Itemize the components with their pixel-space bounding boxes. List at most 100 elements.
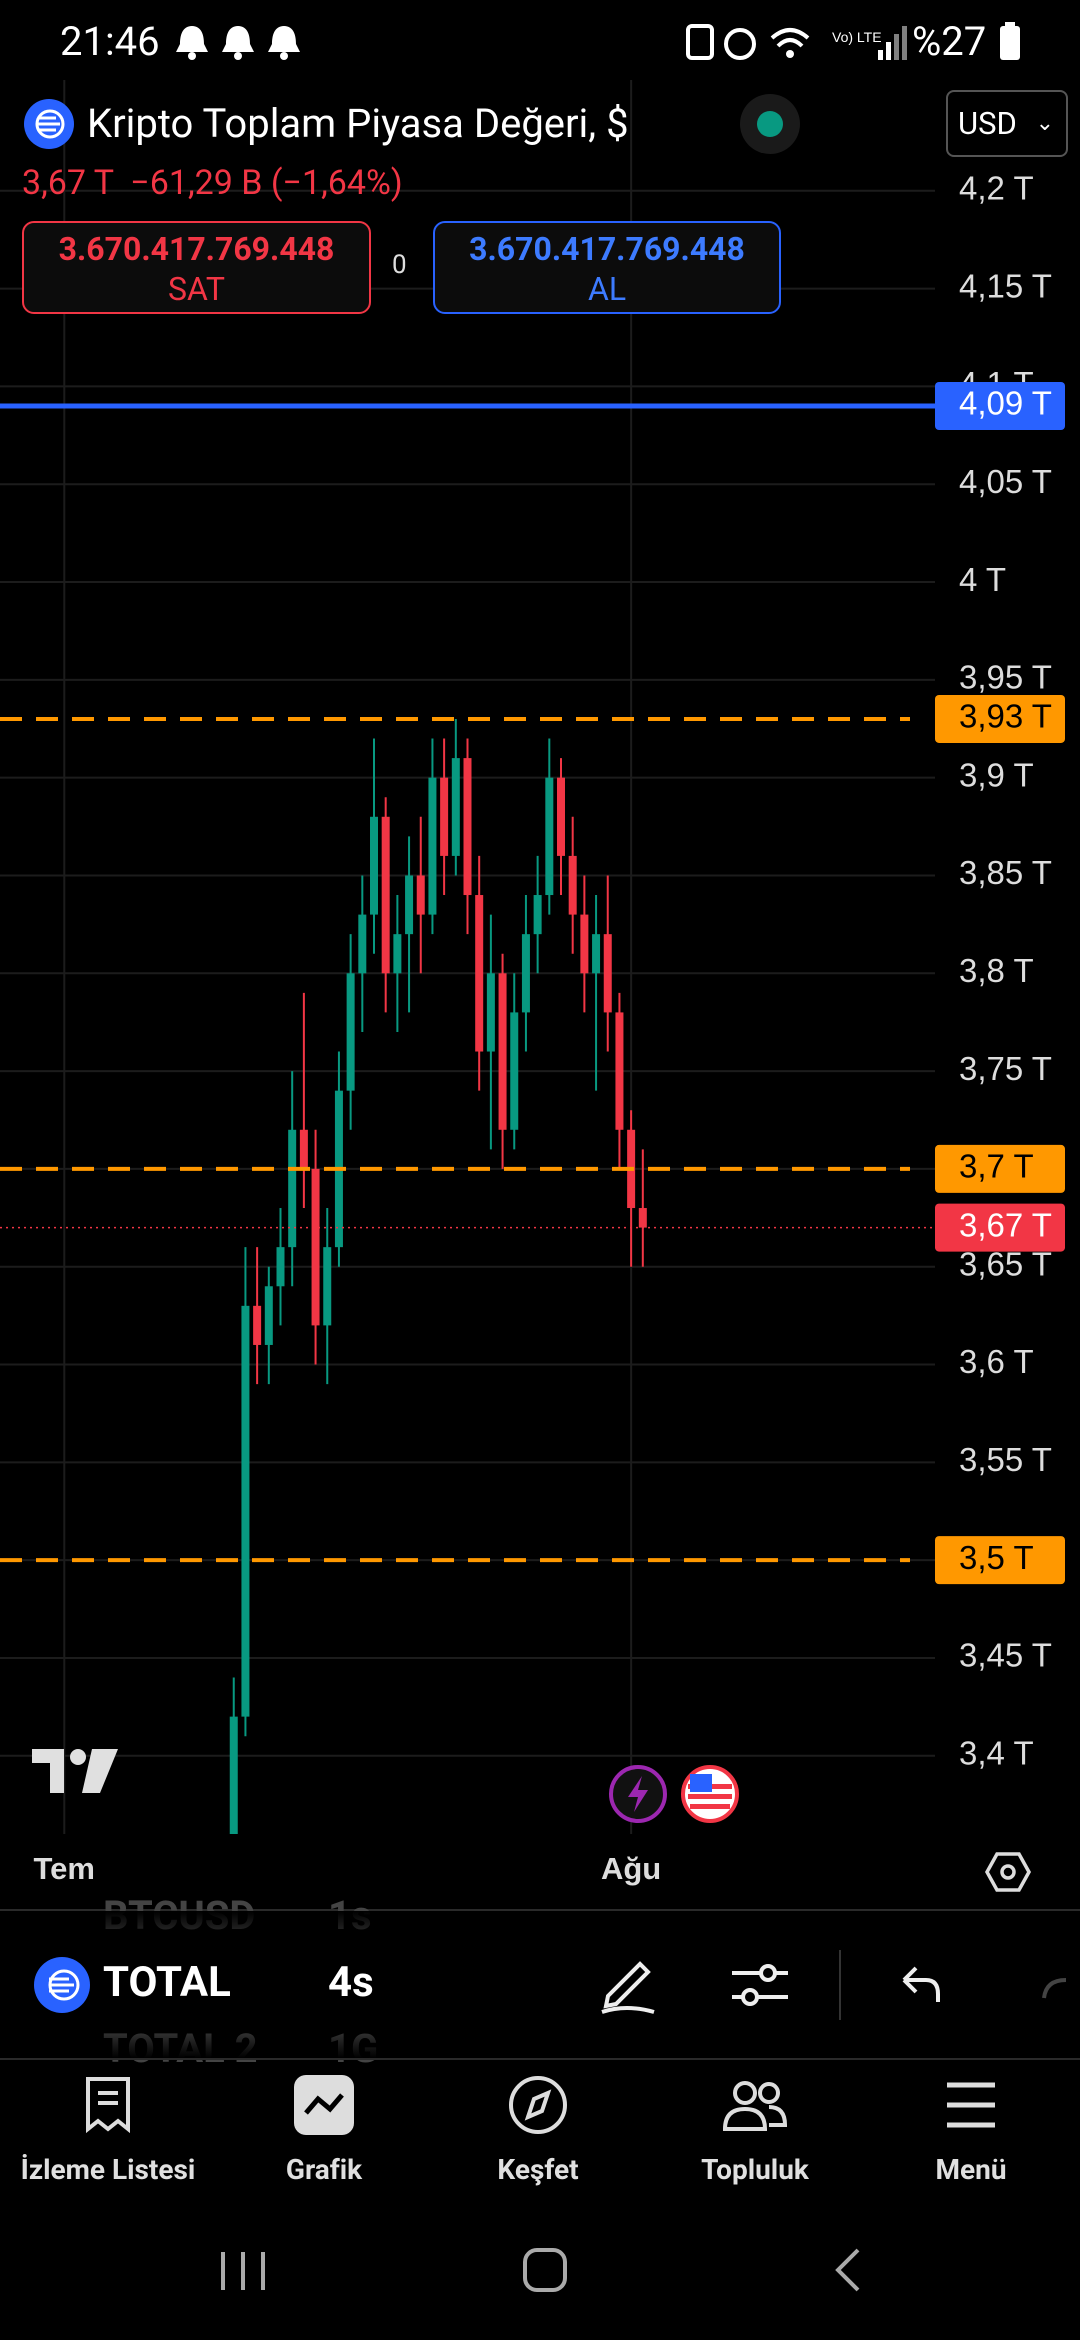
price-tag — [935, 1203, 1065, 1252]
candle-body — [592, 934, 601, 974]
symbol-name[interactable]: TOTAL — [103, 1958, 231, 2007]
price-tag — [935, 381, 1065, 430]
price-tag-label: 3,7 T — [959, 1148, 1034, 1185]
y-tick-label: 3,45 T — [959, 1637, 1052, 1674]
candle-body — [358, 914, 367, 974]
nav-menu[interactable]: Menü — [863, 2075, 1079, 2186]
price-tag — [935, 1536, 1065, 1585]
system-navigation — [221, 2248, 860, 2292]
symbol-title[interactable]: Kripto Toplam Piyasa Değeri, $ — [87, 100, 629, 147]
sell-button[interactable]: 3.670.417.769.448 SAT — [22, 221, 371, 314]
price-tag — [935, 1144, 1065, 1193]
nav-icon — [86, 2077, 130, 2134]
price-line: 3,67 T −61,29 B (−1,64%) — [22, 163, 403, 203]
price-tag-label: 3,93 T — [959, 698, 1052, 735]
x-tick-label: Ağu — [601, 1851, 661, 1886]
lightning-button[interactable] — [608, 1764, 668, 1824]
candle-body — [603, 934, 612, 1013]
y-tick-label: 3,6 T — [959, 1343, 1034, 1380]
notification-icons — [176, 26, 300, 60]
nav-icon — [722, 2081, 788, 2131]
candle-body — [311, 1168, 320, 1326]
flag-button[interactable] — [680, 1764, 740, 1824]
candle-body — [510, 1012, 519, 1130]
status-time: 21:46 — [60, 18, 160, 65]
candle-body — [557, 777, 565, 856]
nav-explore[interactable]: Keşfet — [430, 2075, 646, 2186]
nav-chart[interactable]: Grafik — [216, 2075, 432, 2186]
nav-icon — [294, 2075, 354, 2135]
symbol-icon — [24, 99, 74, 149]
candle-body — [370, 816, 378, 915]
candle-body — [241, 1305, 250, 1717]
symbol-interval[interactable]: 4s — [328, 1958, 374, 2007]
svg-text:Vo) LTE: Vo) LTE — [832, 29, 882, 45]
candle-body — [486, 973, 495, 1052]
candle-body — [533, 895, 542, 935]
y-tick-label: 3,9 T — [959, 756, 1034, 793]
candle-body — [521, 934, 530, 1013]
price-tag — [935, 694, 1065, 743]
candle-body — [568, 855, 577, 915]
candle-body — [416, 875, 425, 915]
nav-icon — [509, 2076, 567, 2134]
price-tag-label: 3,67 T — [959, 1206, 1052, 1243]
y-tick-label: 4,2 T — [959, 170, 1034, 207]
battery-icon — [1000, 22, 1020, 60]
currency-label: USD — [958, 105, 1017, 142]
nav-watchlist[interactable]: İzleme Listesi — [0, 2075, 216, 2186]
system-icons: Vo) LTE — [686, 24, 907, 60]
undo[interactable] — [898, 1962, 944, 2006]
y-tick-label: 3,8 T — [959, 952, 1034, 989]
draw-tool[interactable] — [596, 1952, 660, 2016]
y-tick-label: 4,05 T — [959, 463, 1052, 500]
chevron: ⌄ — [1035, 111, 1054, 136]
y-tick-label: 3,95 T — [959, 659, 1052, 696]
chart-settings[interactable] — [985, 1850, 1031, 1894]
candle-body — [475, 895, 484, 1052]
buy-button[interactable]: 3.670.417.769.448 AL — [433, 221, 781, 314]
candle-body — [498, 973, 507, 1130]
candle-body — [264, 1286, 273, 1345]
candle-body — [381, 816, 390, 974]
candle-body — [638, 1208, 647, 1228]
price-change: −61,29 B (−1,64%) — [130, 163, 403, 203]
fade — [0, 2030, 1080, 2058]
y-tick-label: 4 T — [959, 561, 1006, 598]
price-tag-label: 4,09 T — [959, 385, 1052, 422]
candle-body — [463, 758, 472, 896]
y-tick-label: 3,65 T — [959, 1245, 1052, 1282]
nav-label: Menü — [935, 2153, 1007, 2186]
redo[interactable] — [1036, 1972, 1080, 2002]
candle-body — [405, 875, 414, 935]
nav-label: Keşfet — [497, 2153, 579, 2186]
candle-body — [229, 1716, 238, 1834]
candle-body — [545, 777, 554, 896]
divider — [0, 1909, 1080, 1911]
tradingview-logo — [32, 1749, 118, 1793]
candle-body — [428, 777, 437, 915]
market-status[interactable] — [740, 94, 800, 154]
y-tick-label: 3,75 T — [959, 1050, 1052, 1087]
y-tick-label: 3,55 T — [959, 1441, 1052, 1478]
candle-body — [393, 934, 402, 974]
nav-label: İzleme Listesi — [20, 2153, 196, 2186]
last-price: 3,67 T — [22, 163, 114, 203]
divider — [839, 1950, 841, 2020]
x-tick-label: Tem — [34, 1851, 95, 1886]
sell-label: SAT — [168, 270, 225, 308]
candle-body — [615, 1012, 624, 1130]
candle-body — [440, 777, 449, 856]
nav-community[interactable]: Topluluk — [647, 2075, 863, 2186]
candle-body — [451, 758, 460, 856]
y-tick-label: 3,4 T — [959, 1734, 1034, 1771]
currency-selector[interactable]: USD ⌄ — [946, 90, 1068, 157]
candle-body — [346, 973, 355, 1091]
y-tick-label: 3,85 T — [959, 854, 1052, 891]
buy-label: AL — [587, 270, 627, 308]
nav-label: Topluluk — [701, 2153, 809, 2186]
nav-label: Grafik — [285, 2153, 363, 2186]
indicators-tool[interactable] — [728, 1955, 792, 2015]
battery-text: %27 — [912, 18, 987, 65]
nav-icon — [947, 2082, 995, 2128]
